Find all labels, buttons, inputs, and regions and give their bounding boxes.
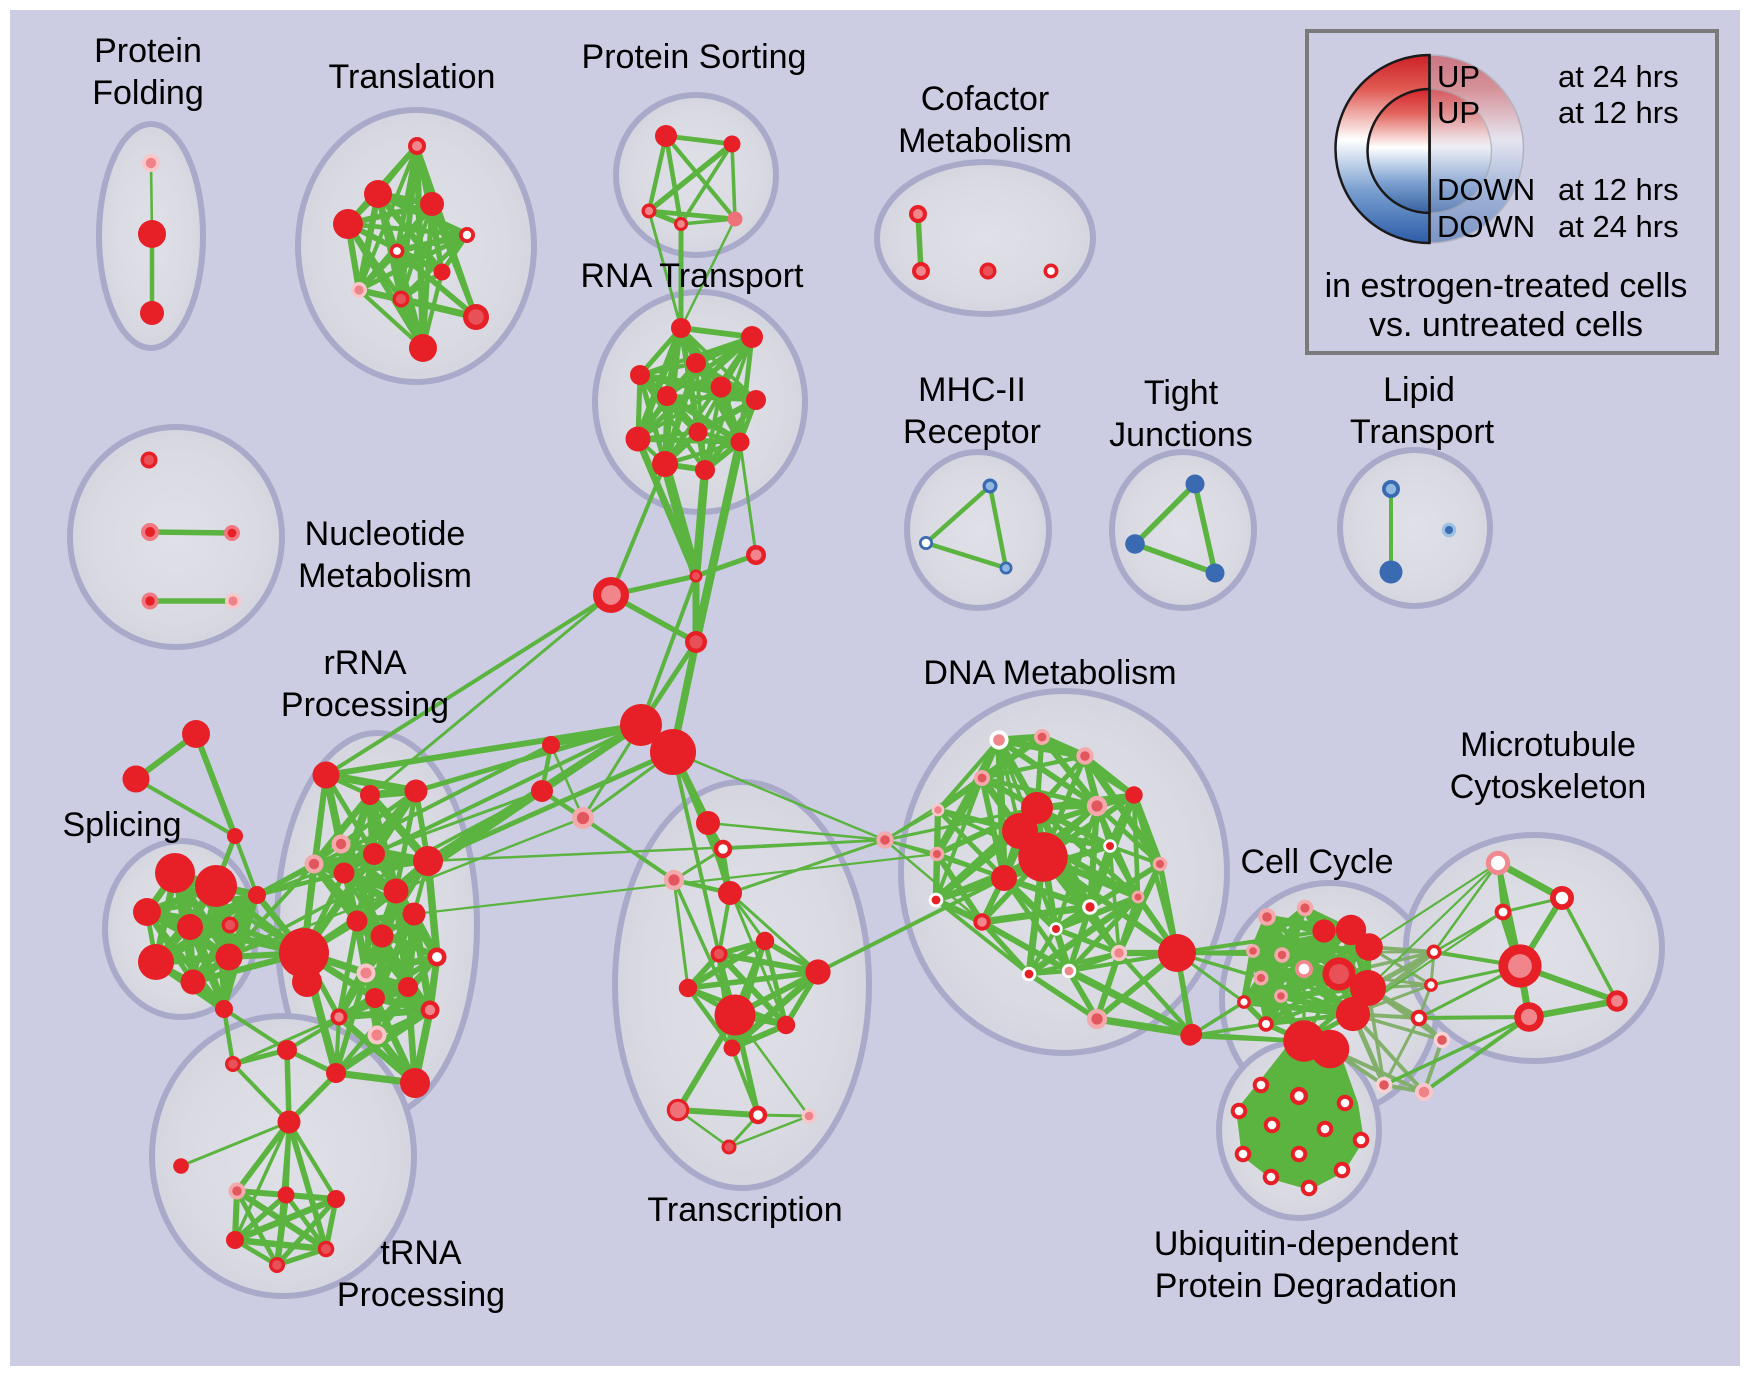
svg-text:UP: UP	[1437, 95, 1480, 130]
svg-text:Processing: Processing	[281, 686, 449, 724]
svg-text:UP: UP	[1437, 59, 1480, 94]
svg-text:Junctions: Junctions	[1109, 416, 1253, 454]
svg-text:at 12 hrs: at 12 hrs	[1558, 95, 1679, 130]
svg-text:Cofactor: Cofactor	[921, 80, 1050, 118]
svg-text:vs. untreated cells: vs. untreated cells	[1369, 306, 1643, 344]
svg-text:Nucleotide: Nucleotide	[305, 515, 466, 553]
svg-text:Lipid: Lipid	[1383, 371, 1455, 409]
svg-text:at 24 hrs: at 24 hrs	[1558, 209, 1679, 244]
svg-text:Splicing: Splicing	[62, 806, 181, 844]
svg-text:at 12 hrs: at 12 hrs	[1558, 172, 1679, 207]
svg-text:Receptor: Receptor	[903, 413, 1041, 451]
svg-text:Transcription: Transcription	[647, 1191, 842, 1229]
svg-text:tRNA: tRNA	[380, 1234, 462, 1272]
svg-text:Processing: Processing	[337, 1276, 505, 1314]
svg-text:MHC-II: MHC-II	[918, 371, 1026, 409]
svg-text:Tight: Tight	[1144, 374, 1219, 412]
svg-text:Metabolism: Metabolism	[898, 122, 1072, 160]
svg-text:Cell Cycle: Cell Cycle	[1240, 843, 1393, 881]
svg-text:Translation: Translation	[329, 58, 496, 96]
svg-text:at 24 hrs: at 24 hrs	[1558, 59, 1679, 94]
svg-text:DOWN: DOWN	[1437, 209, 1535, 244]
svg-text:Cytoskeleton: Cytoskeleton	[1450, 768, 1647, 806]
svg-text:RNA Transport: RNA Transport	[581, 257, 805, 295]
svg-text:Folding: Folding	[92, 74, 204, 112]
svg-text:DNA Metabolism: DNA Metabolism	[923, 654, 1176, 692]
svg-text:DOWN: DOWN	[1437, 172, 1535, 207]
svg-text:Protein Degradation: Protein Degradation	[1155, 1267, 1457, 1305]
svg-text:in estrogen-treated cells: in estrogen-treated cells	[1325, 267, 1688, 305]
svg-text:Protein Sorting: Protein Sorting	[582, 38, 807, 76]
svg-text:Ubiquitin-dependent: Ubiquitin-dependent	[1154, 1225, 1459, 1263]
svg-text:Metabolism: Metabolism	[298, 557, 472, 595]
svg-text:Microtubule: Microtubule	[1460, 726, 1636, 764]
svg-text:Protein: Protein	[94, 32, 202, 70]
svg-text:rRNA: rRNA	[323, 644, 406, 682]
svg-text:Transport: Transport	[1350, 413, 1495, 451]
